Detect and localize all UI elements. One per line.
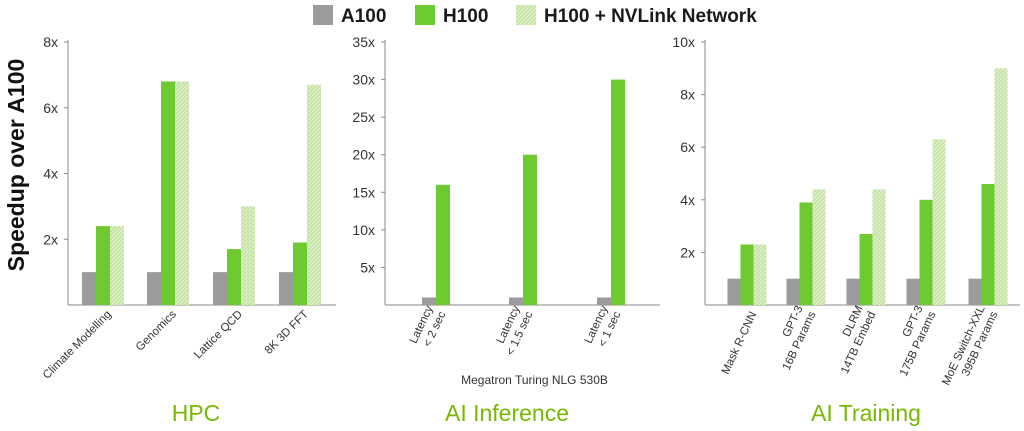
bar-h100-nvlink-network-climate-modelling — [110, 226, 124, 305]
bar-h100-nvlink-network-mask-r-cnn — [753, 244, 767, 305]
y-tick-label: 8x — [43, 34, 58, 50]
bar-a100-mask-r-cnn — [727, 278, 741, 305]
category-label-latency-1-5-sec: Latency< 1.5 sec — [495, 304, 536, 358]
light-green-hatched-square-icon — [516, 5, 536, 25]
bar-h100-gpt-3-175b-params — [919, 199, 933, 305]
bar-h100-dlrm-14tb-embed — [859, 233, 873, 305]
green-square-icon — [415, 5, 435, 25]
y-tick-label: 6x — [680, 139, 695, 155]
bar-h100-lattice-qcd — [227, 249, 241, 305]
y-axis-label: Speedup over A100 — [3, 59, 29, 272]
y-tick-label: 4x — [680, 192, 695, 208]
category-label-8k-3d-fft: 8K 3D FFT — [263, 308, 311, 356]
y-tick-label: 5x — [360, 259, 375, 275]
legend: A100 H100 H100 + NVLink Network — [313, 5, 757, 27]
bar-a100-climate-modelling — [82, 272, 96, 305]
category-label-latency-1-sec: Latency< 1 sec — [583, 304, 624, 349]
y-tick-label: 2x — [43, 231, 58, 247]
bar-h100-nvlink-network-gpt-3-16b-params — [812, 189, 826, 305]
category-label-line: Mask R-CNN — [720, 310, 760, 376]
legend-label-a100: A100 — [341, 6, 386, 27]
bar-h100-nvlink-network-8k-3d-fft — [307, 84, 321, 305]
category-label-line: Climate Modelling — [41, 308, 114, 381]
category-label-mask-r-cnn: Mask R-CNN — [720, 310, 760, 376]
bar-a100-lattice-qcd — [213, 272, 227, 305]
y-tick-label: 2x — [680, 244, 695, 260]
bar-h100-nvlink-network-genomics — [175, 81, 189, 305]
bar-a100-latency-1-5-sec — [509, 297, 523, 305]
bar-a100-8k-3d-fft — [279, 272, 293, 305]
bar-h100-latency-1-sec — [611, 79, 625, 305]
bar-a100-latency-2-sec — [422, 297, 436, 305]
y-tick-label: 8x — [680, 87, 695, 103]
panel-ai-inference: 5x 10x 15x 20x 25x 30x 35x Latency< 2 sec Latenc… — [352, 34, 660, 426]
bar-h100-nvlink-network-lattice-qcd — [241, 206, 255, 305]
bar-h100-genomics — [161, 81, 175, 305]
y-tick-label: 10x — [672, 34, 695, 50]
bar-h100-latency-1-5-sec — [523, 154, 537, 305]
y-tick-label: 30x — [352, 72, 375, 88]
bar-h100-8k-3d-fft — [293, 242, 307, 305]
gray-square-icon — [313, 5, 333, 25]
panel-title: AI Inference — [445, 400, 569, 426]
bar-a100-genomics — [147, 272, 161, 305]
bar-a100-gpt-3-16b-params — [786, 278, 800, 305]
category-label-genomics: Genomics — [134, 308, 179, 353]
y-tick-label: 25x — [352, 109, 375, 125]
y-tick-label: 15x — [352, 184, 375, 200]
legend-label-h100-nvlink-network: H100 + NVLink Network — [544, 6, 757, 27]
bar-h100-gpt-3-16b-params — [799, 202, 813, 305]
category-label-lattice-qcd: Lattice QCD — [192, 308, 245, 361]
category-label-line: Genomics — [134, 308, 179, 353]
y-tick-label: 35x — [352, 34, 375, 50]
panel-hpc: 2x 4x 6x 8x Climate Modelling Genomics Lattice… — [41, 34, 336, 426]
bar-h100-nvlink-network-moe-switch-xxl-395b-params — [994, 68, 1008, 305]
bar-h100-nvlink-network-gpt-3-175b-params — [932, 139, 946, 305]
category-label-climate-modelling: Climate Modelling — [41, 308, 114, 381]
bar-h100-climate-modelling — [96, 226, 110, 305]
category-label-latency-2-sec: Latency< 2 sec — [408, 304, 449, 349]
legend-label-h100: H100 — [443, 6, 488, 27]
bar-a100-dlrm-14tb-embed — [846, 278, 860, 305]
panel-subtitle: Megatron Turing NLG 530B — [461, 373, 608, 387]
bar-h100-mask-r-cnn — [740, 244, 754, 305]
bar-a100-latency-1-sec — [597, 297, 611, 305]
category-label-line: 8K 3D FFT — [263, 308, 311, 356]
y-tick-label: 6x — [43, 100, 58, 116]
panel-title: HPC — [172, 400, 221, 426]
bar-h100-moe-switch-xxl-395b-params — [981, 184, 995, 305]
y-tick-label: 20x — [352, 147, 375, 163]
chart-panels: 2x 4x 6x 8x Climate Modelling Genomics Lattice… — [41, 34, 1020, 426]
bar-a100-gpt-3-175b-params — [906, 278, 920, 305]
y-tick-label: 4x — [43, 166, 58, 182]
bar-a100-moe-switch-xxl-395b-params — [968, 278, 982, 305]
bar-h100-nvlink-network-dlrm-14tb-embed — [872, 189, 886, 305]
panel-title: AI Training — [811, 400, 921, 426]
y-tick-label: 10x — [352, 222, 375, 238]
category-label-line: Lattice QCD — [192, 308, 245, 361]
bar-h100-latency-2-sec — [436, 184, 450, 305]
